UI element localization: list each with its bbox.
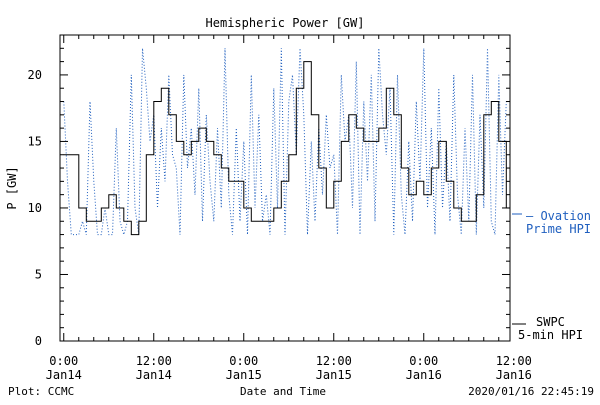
- swpc-series-line: [63, 61, 510, 236]
- y-tick-label: 10: [28, 201, 42, 215]
- legend-ovation-line2: Prime HPI: [526, 222, 591, 236]
- y-tick-label: 5: [35, 267, 42, 281]
- x-tick-date-label: Jan14: [46, 368, 82, 382]
- y-tick-label: 0: [35, 334, 42, 348]
- legend-ovation-line1: — Ovation: [526, 209, 591, 223]
- plot-frame: [59, 34, 511, 342]
- x-tick-time-label: 0:00: [229, 354, 258, 368]
- footer-left-text: Plot: CCMC: [8, 385, 74, 398]
- y-tick-label: 20: [28, 68, 42, 82]
- x-tick-date-label: Jan15: [226, 368, 262, 382]
- x-tick-time-label: 12:00: [496, 354, 532, 368]
- y-axis-label: P [GW]: [5, 166, 19, 209]
- x-tick-date-label: Jan15: [316, 368, 352, 382]
- footer-right-text: 2020/01/16 22:45:19: [468, 385, 594, 398]
- chart-title: Hemispheric Power [GW]: [206, 16, 365, 30]
- legend-swpc-line2: 5-min HPI: [518, 328, 583, 342]
- y-tick-label: 15: [28, 134, 42, 148]
- legend-swpc-line1: SWPC: [536, 315, 565, 329]
- x-tick-time-label: 12:00: [136, 354, 172, 368]
- x-tick-time-label: 0:00: [409, 354, 438, 368]
- x-tick-date-label: Jan16: [496, 368, 532, 382]
- x-tick-date-label: Jan14: [136, 368, 172, 382]
- ovation-prime-series-line: [63, 48, 507, 237]
- x-tick-date-label: Jan16: [406, 368, 442, 382]
- x-axis-label: Date and Time: [240, 385, 326, 398]
- x-tick-time-label: 0:00: [49, 354, 78, 368]
- x-tick-time-label: 12:00: [316, 354, 352, 368]
